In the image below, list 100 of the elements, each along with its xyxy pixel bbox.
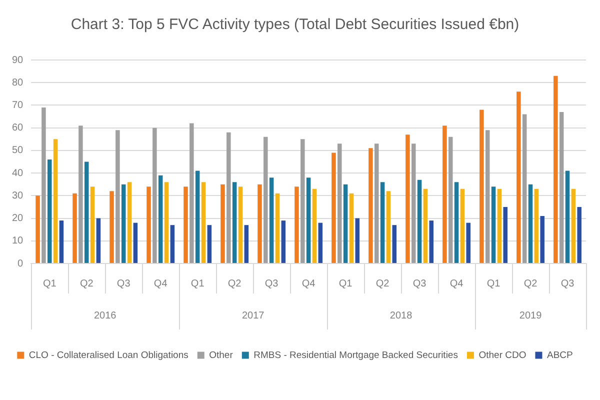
text: 2018 — [390, 310, 413, 322]
bar — [90, 186, 95, 263]
bar — [565, 170, 570, 263]
bar — [374, 144, 379, 263]
y-tick-label: 80 — [12, 77, 24, 88]
x-tick-label: Q1 — [338, 278, 353, 290]
y-tick-label: 30 — [12, 190, 24, 202]
bar — [96, 218, 101, 263]
bar — [528, 184, 533, 263]
bar — [522, 114, 527, 263]
y-tick-label: 0 — [18, 258, 24, 270]
bar — [571, 188, 576, 263]
bar — [201, 182, 206, 263]
bar — [258, 184, 262, 263]
bar — [380, 182, 385, 263]
bar — [195, 170, 200, 263]
bar — [170, 225, 175, 263]
bar — [491, 186, 496, 263]
bar — [84, 162, 89, 263]
bar — [503, 206, 508, 263]
y-tick-label: 70 — [12, 100, 24, 111]
bar — [264, 136, 268, 263]
bar — [343, 184, 348, 263]
bar — [312, 188, 317, 263]
bar — [36, 196, 40, 263]
bar — [480, 110, 484, 263]
bar — [133, 222, 138, 263]
bar — [306, 178, 311, 263]
x-tick-label: Q2 — [80, 278, 94, 290]
y-tick-label: 90 — [12, 54, 24, 66]
bar — [110, 191, 114, 263]
bar — [42, 107, 46, 263]
bar — [116, 130, 120, 263]
x-tick-label: Q4 — [450, 278, 464, 290]
bar — [238, 186, 243, 263]
y-tick-label: 60 — [12, 122, 24, 134]
bar — [275, 193, 280, 263]
bar — [442, 126, 447, 263]
legend-label: RMBS - Residential Mortgage Backed Securities — [254, 350, 458, 361]
bar — [516, 92, 521, 263]
bar — [318, 222, 323, 263]
bar — [332, 152, 336, 263]
bar — [448, 136, 453, 263]
bar — [454, 182, 459, 263]
y-tick-label: 40 — [12, 168, 24, 179]
x-tick-label: Q2 — [228, 278, 242, 290]
bar — [485, 130, 490, 263]
bar — [146, 186, 151, 263]
bar — [53, 139, 58, 263]
legend-label: Other CDO — [478, 350, 526, 361]
x-tick-label: Q2 — [524, 278, 538, 290]
x-tick-label: Q1 — [486, 278, 501, 290]
legend-label: Other — [209, 350, 233, 361]
bar — [121, 184, 126, 263]
bar — [417, 180, 422, 263]
bar — [190, 123, 194, 263]
bar — [164, 182, 169, 263]
bar — [152, 128, 157, 263]
bar — [429, 220, 434, 263]
x-tick-label: Q1 — [42, 278, 57, 290]
bar — [423, 188, 428, 263]
x-tick-label: Q1 — [190, 278, 205, 290]
bar — [269, 178, 274, 263]
bar — [281, 220, 286, 263]
text: 2019 — [519, 310, 542, 322]
bar — [294, 186, 299, 263]
x-tick-label: Q3 — [264, 278, 279, 290]
bar — [497, 188, 502, 263]
bar — [466, 222, 470, 263]
x-tick-label: Q3 — [412, 278, 427, 290]
bar — [411, 144, 416, 263]
y-tick-label: 10 — [12, 236, 24, 247]
bar — [127, 182, 132, 263]
bar — [244, 225, 249, 263]
bar — [220, 184, 225, 263]
y-tick-label: 50 — [12, 145, 24, 156]
bar — [207, 225, 212, 263]
bar — [59, 220, 64, 263]
bar — [158, 175, 163, 263]
x-tick-label: Q4 — [154, 278, 168, 290]
bar — [386, 191, 391, 263]
bar — [72, 193, 77, 263]
bar — [300, 139, 305, 263]
y-tick-label: 20 — [12, 213, 24, 224]
bar — [368, 148, 373, 263]
text: 2017 — [242, 310, 265, 322]
bar — [78, 126, 83, 263]
bar — [184, 186, 188, 263]
text: 2016 — [94, 310, 117, 322]
bar — [232, 182, 237, 263]
bar — [392, 225, 397, 263]
x-tick-label: Q2 — [376, 278, 390, 290]
bar — [554, 76, 558, 263]
legend-label: ABCP — [546, 350, 573, 361]
chart-title: Chart 3: Top 5 FVC Activity types (Total Debt Securities Issued €bn) — [70, 16, 520, 34]
bar — [338, 144, 342, 263]
x-tick-label: Q3 — [560, 278, 575, 290]
x-tick-label: Q4 — [302, 278, 316, 290]
bar — [355, 218, 360, 263]
x-tick-label: Q3 — [116, 278, 131, 290]
